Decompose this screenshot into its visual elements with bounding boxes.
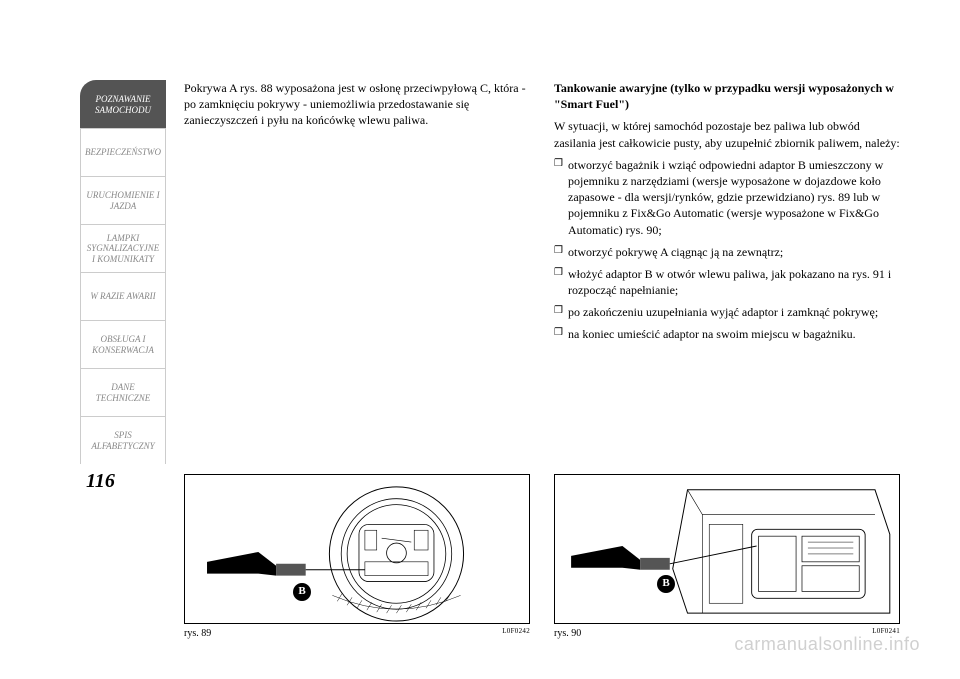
tab-label: KONSERWACJA xyxy=(92,345,154,355)
paragraph: Pokrywa A rys. 88 wyposażona jest w osło… xyxy=(184,80,530,129)
figure-illustration: B xyxy=(184,474,530,624)
tab-label: DANE xyxy=(111,382,135,392)
list-item: po zakończeniu uzupełniania wyjąć adapto… xyxy=(554,304,900,320)
sidebar-item-poznawanie[interactable]: POZNAWANIE SAMOCHODU xyxy=(80,80,166,128)
tab-label: ALFABETYCZNY xyxy=(91,441,154,451)
section-tabs-sidebar: POZNAWANIE SAMOCHODU BEZPIECZEŃSTWO URUC… xyxy=(80,80,166,640)
sidebar-item-lampki[interactable]: LAMPKI SYGNALIZACYJNE I KOMUNIKATY xyxy=(80,224,166,272)
spare-tire-illustration xyxy=(185,475,529,623)
callout-marker-b: B xyxy=(657,575,675,593)
bullet-list: otworzyć bagażnik i wziąć odpowiedni ada… xyxy=(554,157,900,349)
left-column: Pokrywa A rys. 88 wyposażona jest w osło… xyxy=(184,80,530,640)
list-item: otworzyć pokrywę A ciągnąc ją na zewnątr… xyxy=(554,244,900,260)
intro-paragraph: W sytuacji, w której samochód pozostaje … xyxy=(554,118,900,150)
sidebar-item-bezpieczenstwo[interactable]: BEZPIECZEŃSTWO xyxy=(80,128,166,176)
figure-code: L0F0242 xyxy=(502,627,530,641)
figure-label: rys. 89 xyxy=(184,627,211,641)
tab-label: I KOMUNIKATY xyxy=(92,254,154,264)
list-item: otworzyć bagażnik i wziąć odpowiedni ada… xyxy=(554,157,900,238)
page-content: Pokrywa A rys. 88 wyposażona jest w osło… xyxy=(166,80,900,640)
sidebar-item-spis[interactable]: SPIS ALFABETYCZNY xyxy=(80,416,166,464)
tab-label: OBSŁUGA I xyxy=(100,334,145,344)
page-number: 116 xyxy=(80,464,166,493)
tab-label: URUCHOMIENIE I xyxy=(86,190,159,200)
marker-label: B xyxy=(298,584,305,599)
manual-page: POZNAWANIE SAMOCHODU BEZPIECZEŃSTWO URUC… xyxy=(80,80,900,640)
sidebar-item-awaria[interactable]: W RAZIE AWARII xyxy=(80,272,166,320)
list-item: na koniec umieścić adaptor na swoim miej… xyxy=(554,326,900,342)
marker-label: B xyxy=(662,576,669,591)
tab-label: SYGNALIZACYJNE xyxy=(87,243,160,253)
watermark-text: carmanualsonline.info xyxy=(734,634,920,655)
figure-label: rys. 90 xyxy=(554,627,581,641)
figure-89: B rys. 89 L0F0242 xyxy=(184,474,530,641)
list-item: włożyć adaptor B w otwór wlewu paliwa, j… xyxy=(554,266,900,298)
tab-label: LAMPKI xyxy=(107,233,140,243)
figure-90: B rys. 90 L0F0241 xyxy=(554,474,900,641)
trunk-kit-illustration xyxy=(555,475,899,623)
callout-marker-b: B xyxy=(293,583,311,601)
section-heading: Tankowanie awaryjne (tylko w przypadku w… xyxy=(554,80,900,112)
tab-label: JAZDA xyxy=(110,201,137,211)
figure-caption: rys. 89 L0F0242 xyxy=(184,627,530,641)
tab-label: BEZPIECZEŃSTWO xyxy=(85,147,161,157)
tab-label: SPIS xyxy=(114,430,132,440)
tab-label: SAMOCHODU xyxy=(95,105,151,115)
sidebar-item-uruchomienie[interactable]: URUCHOMIENIE I JAZDA xyxy=(80,176,166,224)
tab-label: W RAZIE AWARII xyxy=(90,291,155,301)
tab-label: POZNAWANIE xyxy=(95,94,150,104)
right-column: Tankowanie awaryjne (tylko w przypadku w… xyxy=(554,80,900,640)
tab-label: TECHNICZNE xyxy=(96,393,151,403)
sidebar-item-dane[interactable]: DANE TECHNICZNE xyxy=(80,368,166,416)
sidebar-item-obsluga[interactable]: OBSŁUGA I KONSERWACJA xyxy=(80,320,166,368)
figure-illustration: B xyxy=(554,474,900,624)
